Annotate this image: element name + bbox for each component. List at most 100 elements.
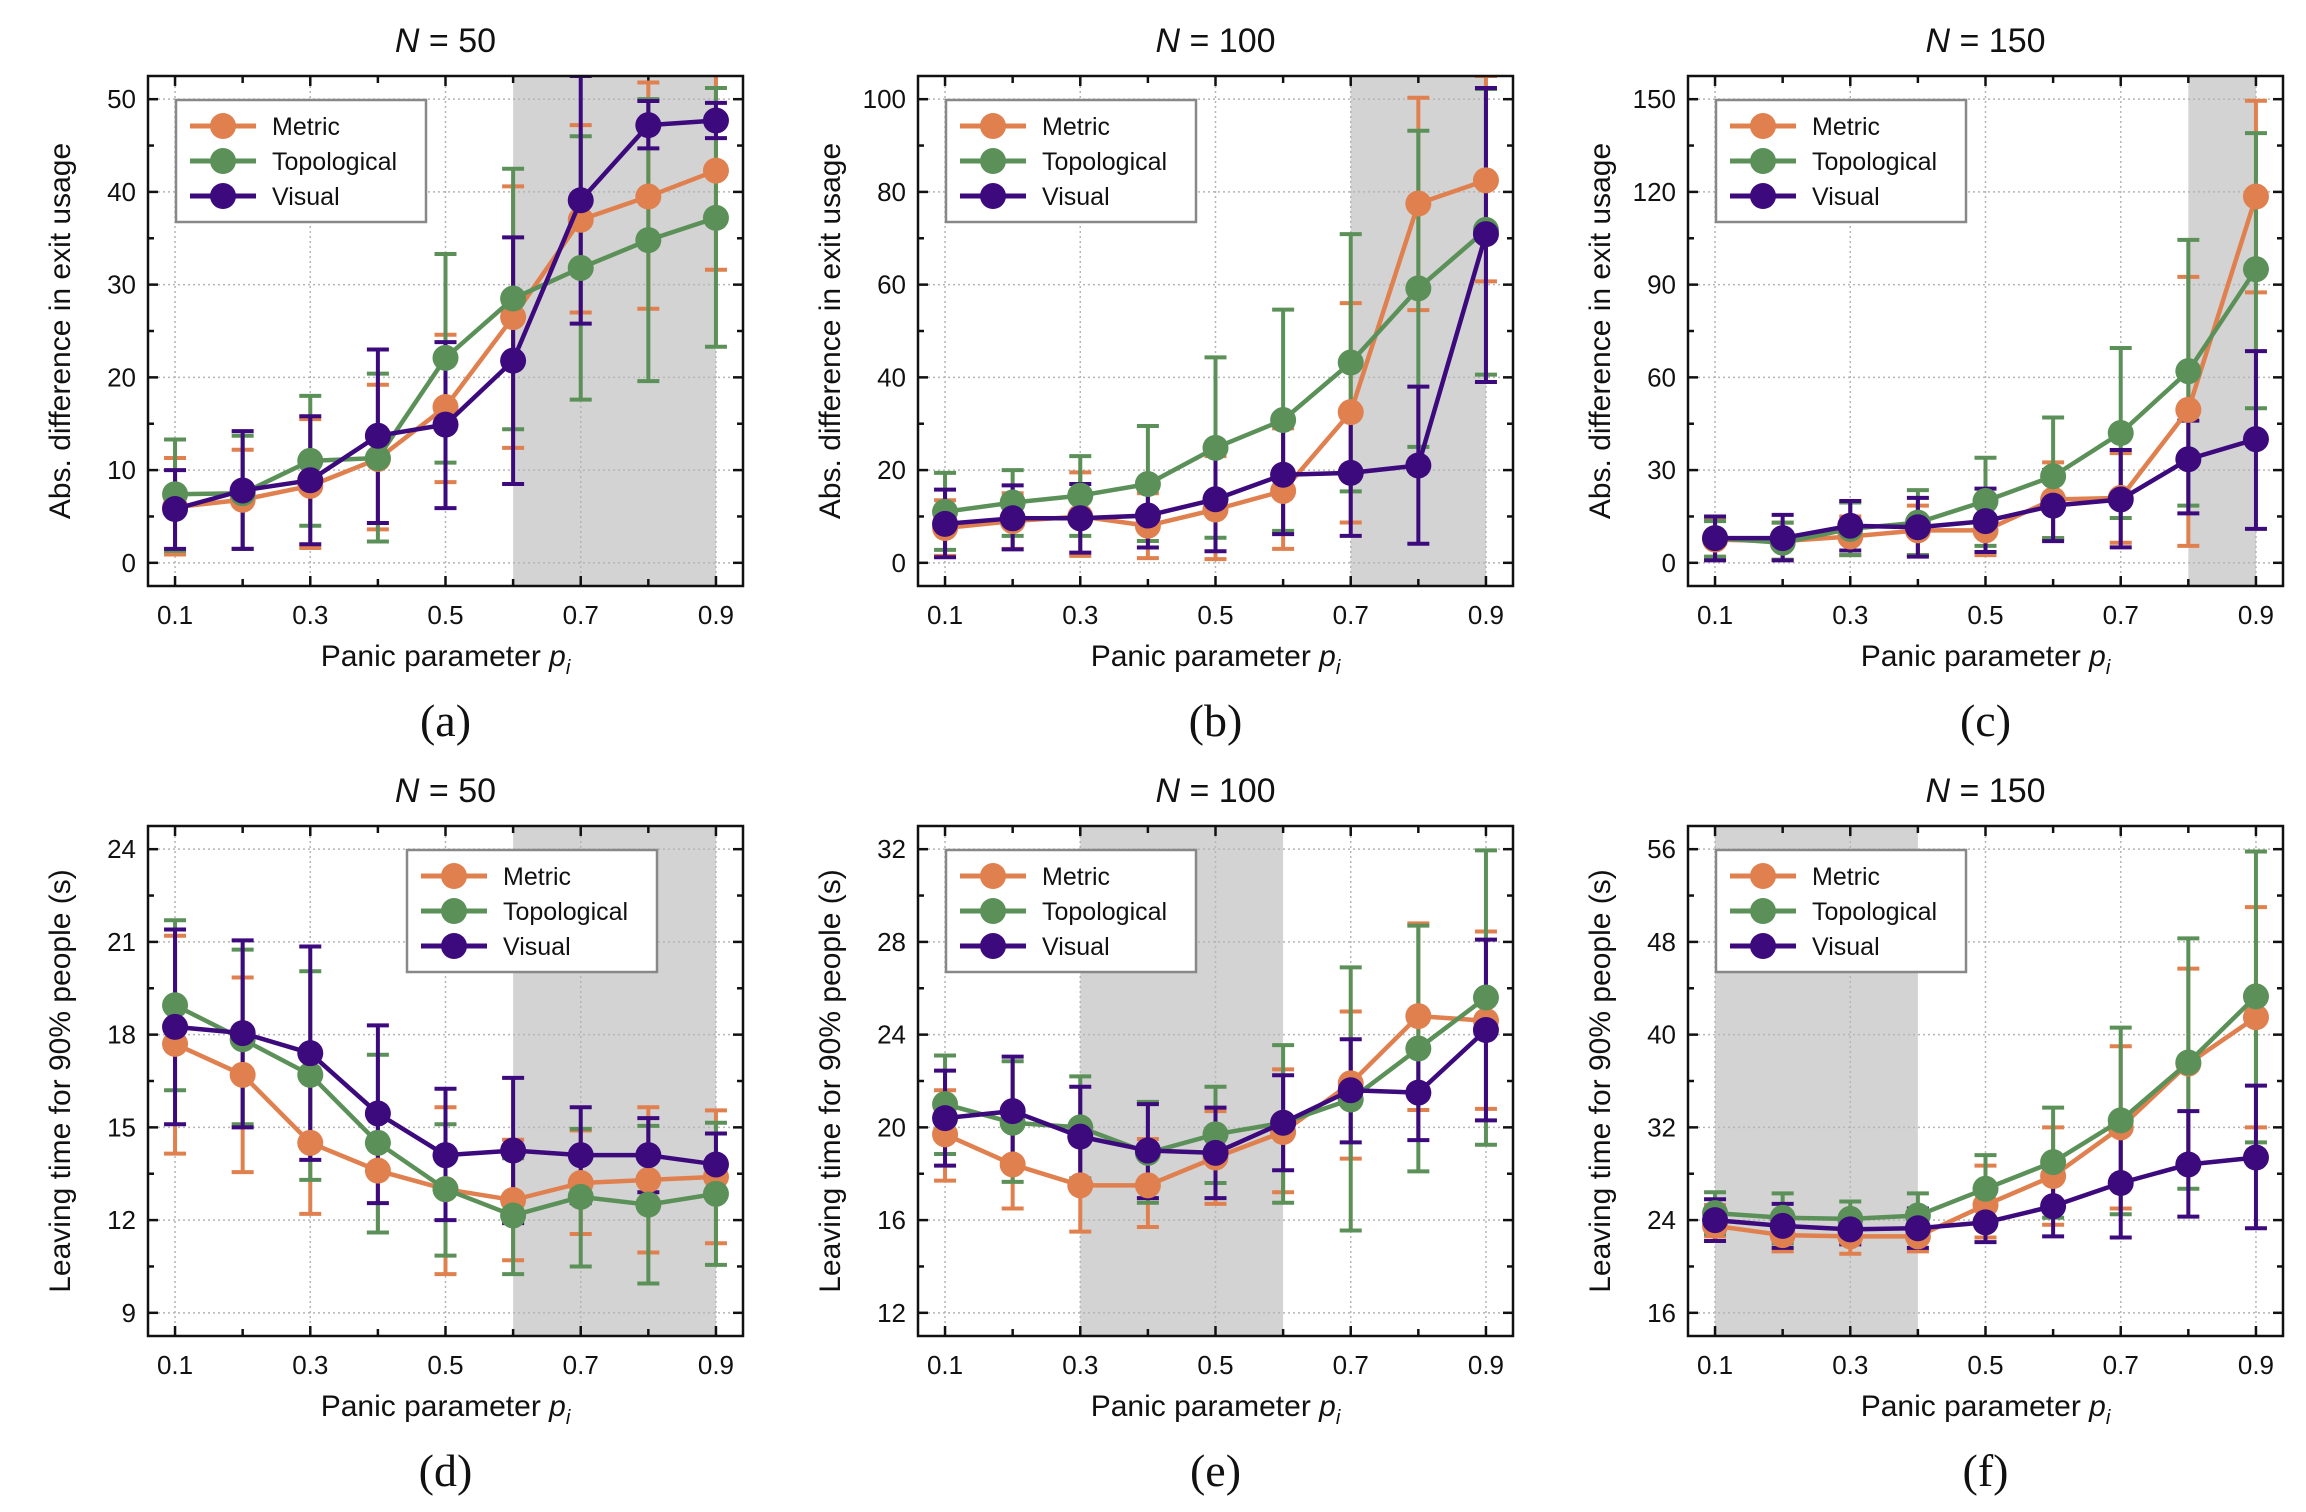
data-point-visual bbox=[1972, 508, 1999, 535]
data-point-topological bbox=[1270, 407, 1297, 434]
data-point-visual bbox=[1837, 1216, 1864, 1243]
legend-label-visual: Visual bbox=[1812, 183, 1880, 211]
data-point-visual bbox=[2175, 1151, 2202, 1178]
y-tick-label: 16 bbox=[1647, 1298, 1676, 1328]
shaded-region bbox=[513, 76, 716, 586]
data-point-visual bbox=[500, 347, 527, 374]
data-point-topological bbox=[1202, 1121, 1229, 1148]
data-point-visual bbox=[1134, 502, 1161, 529]
x-tick-label: 0.9 bbox=[698, 1350, 734, 1380]
data-point-metric bbox=[1134, 1172, 1161, 1199]
panel-tag: (d) bbox=[419, 1445, 473, 1496]
y-tick-label: 20 bbox=[877, 1112, 906, 1142]
data-point-visual bbox=[1270, 461, 1297, 488]
data-point-topological bbox=[702, 1180, 729, 1207]
title-value: = 50 bbox=[419, 22, 496, 60]
x-tick-label: 0.1 bbox=[1697, 1350, 1733, 1380]
y-axis-label: Abs. difference in exit usage bbox=[814, 143, 847, 519]
y-tick-label: 90 bbox=[1647, 270, 1676, 300]
data-point-visual bbox=[932, 1105, 959, 1132]
panel-tag: (f) bbox=[1963, 1445, 2009, 1496]
data-point-visual bbox=[229, 1020, 256, 1047]
legend: Metric Topological Visual bbox=[944, 848, 1198, 974]
y-tick-label: 150 bbox=[1633, 84, 1676, 114]
data-point-topological bbox=[1472, 984, 1499, 1011]
x-axis-label-var: p bbox=[548, 1390, 566, 1423]
data-point-visual bbox=[702, 1151, 729, 1178]
legend-label-visual: Visual bbox=[503, 933, 571, 961]
plot-frame bbox=[916, 74, 1515, 588]
x-tick-label: 0.1 bbox=[927, 1350, 963, 1380]
data-point-visual bbox=[1405, 452, 1432, 479]
data-point-visual bbox=[2040, 1193, 2067, 1220]
chart-panel-d: 9 12 15 18 21 24 0.1 0.3 0.5 0.7 0.9 N = 50 Panic pa… bbox=[44, 772, 745, 1496]
chart-panel-f: 16 24 32 40 48 56 0.1 0.3 0.5 0.7 0.9 N = 150 Panic … bbox=[1584, 772, 2285, 1496]
panel-tag: (a) bbox=[420, 695, 471, 746]
y-tick-label: 40 bbox=[107, 177, 136, 207]
data-point-topological bbox=[702, 204, 729, 231]
y-tick-label: 18 bbox=[107, 1020, 136, 1050]
data-point-topological bbox=[1134, 471, 1161, 497]
y-tick-label: 60 bbox=[877, 270, 906, 300]
x-tick-label: 0.1 bbox=[157, 1350, 193, 1380]
chart-panel-a: 0 10 20 30 40 50 0.1 0.3 0.5 0.7 0.9 N = 50 Panic pa… bbox=[44, 22, 745, 746]
panel-title: N = 100 bbox=[1155, 772, 1275, 810]
shaded-region bbox=[2188, 76, 2256, 586]
legend: Metric Topological Visual bbox=[1714, 98, 1968, 224]
data-point-visual bbox=[1702, 1207, 1729, 1234]
data-point-visual bbox=[162, 1013, 189, 1040]
x-axis-label-sub: i bbox=[1336, 1407, 1341, 1429]
x-axis-label-text: Panic parameter bbox=[1861, 1390, 2089, 1423]
data-point-topological bbox=[1337, 349, 1364, 376]
data-point-metric bbox=[635, 1166, 662, 1193]
data-point-visual bbox=[297, 1040, 324, 1067]
data-point-visual bbox=[1270, 1109, 1297, 1136]
data-point-visual bbox=[567, 187, 594, 214]
data-point-metric bbox=[1405, 190, 1432, 217]
data-point-metric bbox=[2242, 183, 2269, 210]
data-point-visual bbox=[2107, 1170, 2134, 1196]
legend-label-topological: Topological bbox=[272, 148, 397, 176]
y-axis-label: Leaving time for 90% people (s) bbox=[44, 869, 77, 1293]
legend-marker-topological bbox=[441, 898, 467, 924]
data-point-visual bbox=[364, 1100, 391, 1127]
data-point-visual bbox=[1472, 221, 1499, 248]
x-tick-label: 0.5 bbox=[1197, 1350, 1233, 1380]
x-tick-label: 0.5 bbox=[1967, 1350, 2003, 1380]
legend-marker-visual bbox=[1750, 183, 1776, 209]
x-axis-label-text: Panic parameter bbox=[1091, 640, 1319, 673]
y-tick-label: 24 bbox=[1647, 1205, 1676, 1235]
y-tick-label: 9 bbox=[122, 1298, 136, 1328]
y-tick-label: 100 bbox=[863, 84, 906, 114]
data-point-metric bbox=[364, 1157, 391, 1184]
y-tick-label: 48 bbox=[1647, 927, 1676, 957]
legend-label-topological: Topological bbox=[1042, 898, 1167, 926]
plot-area bbox=[162, 918, 729, 1286]
x-axis-label-sub: i bbox=[566, 657, 571, 679]
x-axis-label-sub: i bbox=[566, 1407, 571, 1429]
panel-title: N = 50 bbox=[395, 22, 496, 60]
panel-tag: (e) bbox=[1190, 1445, 1241, 1496]
title-value: = 150 bbox=[1950, 22, 2045, 60]
data-point-visual bbox=[1904, 1215, 1931, 1242]
panel-title: N = 100 bbox=[1155, 22, 1275, 60]
legend-label-metric: Metric bbox=[272, 113, 340, 141]
legend-marker-metric bbox=[441, 863, 467, 889]
data-point-topological bbox=[635, 227, 662, 254]
data-point-metric bbox=[1337, 399, 1364, 426]
legend-marker-visual bbox=[210, 183, 236, 209]
data-point-topological bbox=[1067, 482, 1094, 509]
data-point-visual bbox=[1202, 1139, 1229, 1166]
x-axis-label-text: Panic parameter bbox=[321, 640, 549, 673]
x-tick-label: 0.3 bbox=[1062, 600, 1098, 630]
title-value: = 100 bbox=[1180, 772, 1275, 810]
data-point-topological bbox=[2107, 1107, 2134, 1134]
legend-marker-metric bbox=[980, 863, 1006, 889]
y-tick-label: 20 bbox=[107, 362, 136, 392]
data-point-metric bbox=[500, 304, 527, 331]
title-variable: N bbox=[1925, 772, 1950, 810]
legend-label-visual: Visual bbox=[272, 183, 340, 211]
legend-marker-metric bbox=[1750, 863, 1776, 889]
y-tick-label: 40 bbox=[1647, 1020, 1676, 1050]
